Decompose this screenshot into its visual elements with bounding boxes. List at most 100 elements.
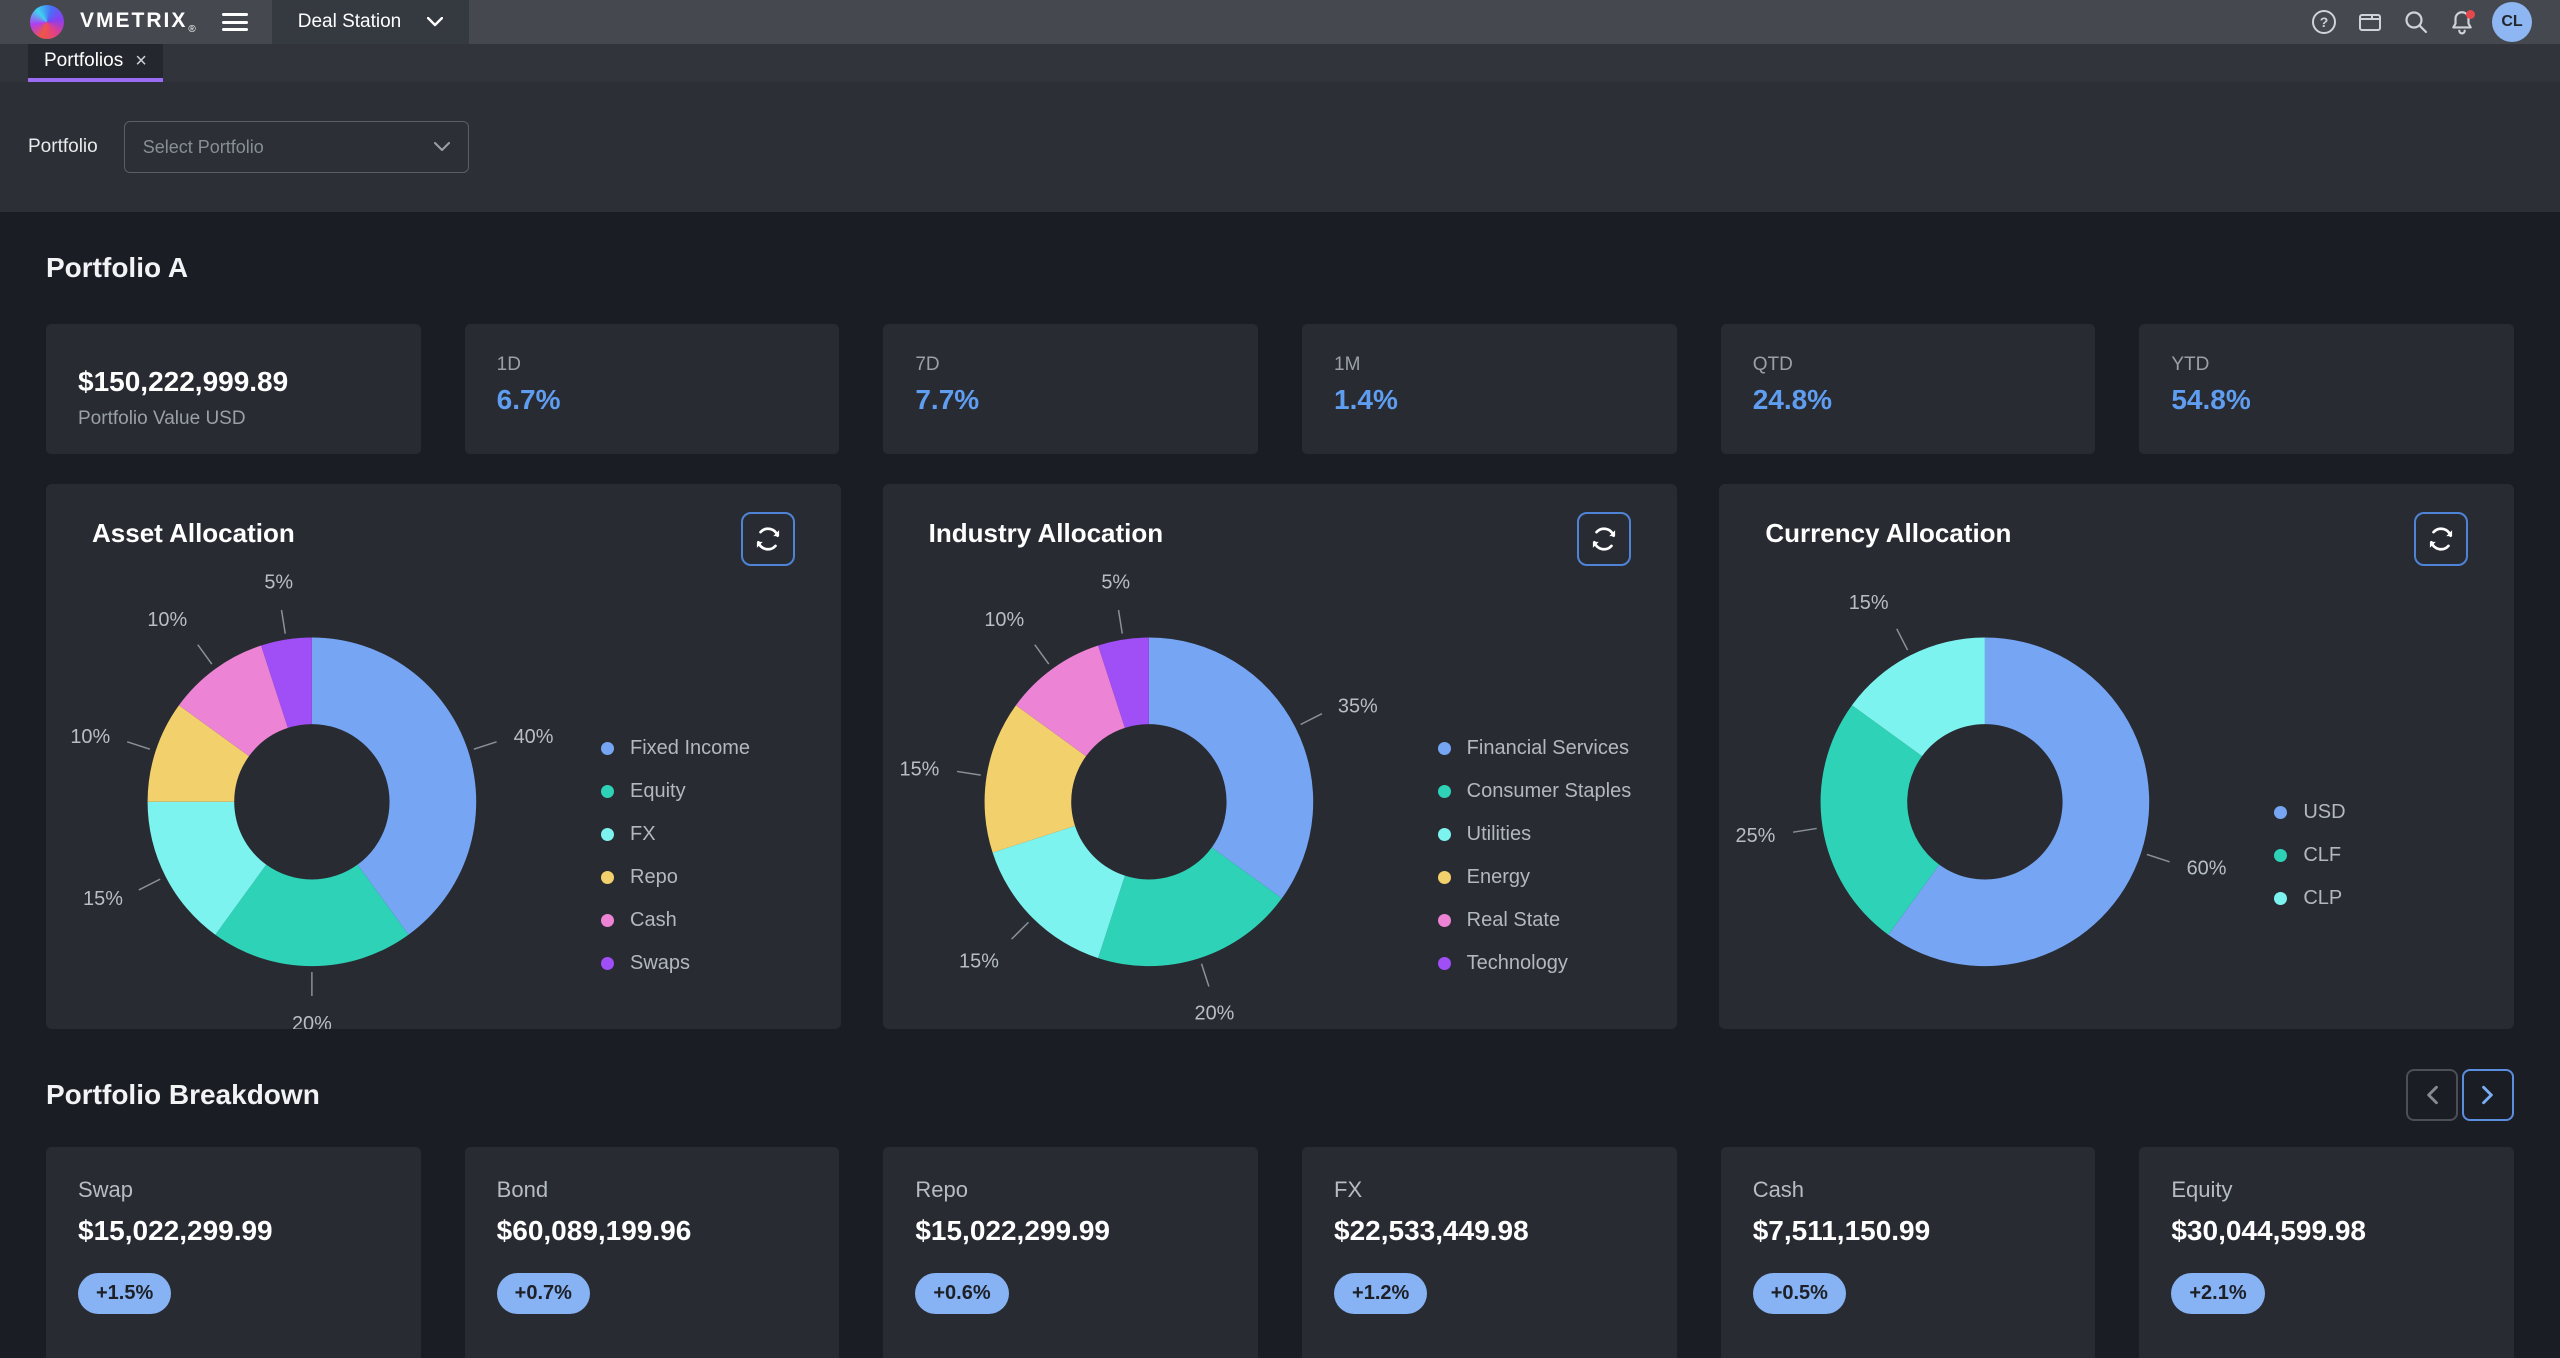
donut-slice-utilities[interactable] (992, 825, 1125, 959)
legend-item-technology[interactable]: Technology (1437, 950, 1632, 976)
legend-item-repo[interactable]: Repo (601, 864, 750, 890)
label-leader-line (1010, 921, 1029, 940)
legend-label: USD (2303, 801, 2346, 823)
menu-icon[interactable] (221, 13, 248, 31)
change-badge: +0.7% (496, 1273, 590, 1314)
legend-dot (601, 827, 614, 841)
legend-item-utilities[interactable]: Utilities (1437, 821, 1632, 847)
workspace-button[interactable] (2354, 6, 2386, 38)
return-label: 1M (1334, 354, 1361, 375)
slice-percentage-label: 10% (70, 726, 110, 748)
donut-slice-technology[interactable] (1097, 637, 1149, 728)
donut-slice-consumer-staples[interactable] (1097, 847, 1282, 967)
notifications-button[interactable] (2446, 6, 2478, 38)
legend-dot (2274, 849, 2288, 862)
label-leader-line (1033, 644, 1050, 665)
return-card-7d: 7D 7.7% (883, 324, 1259, 454)
legend-label: CLF (2303, 844, 2342, 866)
breakdown-card-equity: Equity $30,044,599.98 +2.1% (2139, 1147, 2515, 1358)
portfolio-value-card: $150,222,999.89 Portfolio Value USD (46, 324, 421, 454)
legend-item-cash[interactable]: Cash (601, 907, 750, 933)
donut-slice-clp[interactable] (1852, 637, 1986, 757)
legend-item-consumer-staples[interactable]: Consumer Staples (1437, 778, 1631, 804)
donut-slice-clf[interactable] (1820, 705, 1940, 935)
return-label: QTD (1752, 354, 1793, 375)
legend-item-fx[interactable]: FX (601, 821, 750, 847)
legend-label: Financial Services (1466, 736, 1629, 759)
registered-mark: ® (188, 23, 196, 35)
donut-slice-fixed-income[interactable] (311, 637, 477, 935)
portfolio-value-label: Portfolio Value USD (78, 408, 246, 429)
donut-slice-energy[interactable] (984, 705, 1086, 853)
change-badge: +2.1% (2171, 1273, 2265, 1314)
donut-slice-fx[interactable] (147, 801, 267, 935)
legend-dot (1437, 913, 1451, 927)
refresh-button[interactable] (1577, 512, 1632, 566)
legend-item-usd[interactable]: USD (2274, 800, 2346, 826)
legend-dot (1437, 827, 1451, 841)
currency-allocation-card: Currency Allocation 60% 25% 15% USD CLF CLP (1719, 484, 2515, 1029)
prev-page-button[interactable] (2406, 1069, 2458, 1121)
return-card-1m: 1M 1.4% (1302, 324, 1677, 454)
top-bar: VMETRIX® Deal Station ? (0, 0, 2560, 44)
donut-slice-repo[interactable] (147, 705, 250, 802)
instrument-name: Equity (2171, 1177, 2233, 1202)
donut-slice-financial-services[interactable] (1148, 637, 1313, 899)
asset-allocation-legend: Fixed Income Equity FX Repo Cash Swaps (601, 735, 750, 993)
chevron-down-icon (427, 17, 444, 27)
tab-portfolios[interactable]: Portfolios × (28, 44, 163, 82)
slice-percentage-label: 5% (264, 571, 293, 593)
portfolio-select-placeholder: Select Portfolio (142, 136, 264, 157)
industry-allocation-donut: 35% 20% 15% 15% 10% 5% (899, 571, 1377, 1024)
help-icon: ? (2312, 10, 2336, 34)
label-leader-line (280, 609, 286, 634)
help-button[interactable]: ? (2308, 6, 2340, 38)
avatar[interactable]: CL (2492, 2, 2532, 42)
svg-text:?: ? (2320, 14, 2329, 30)
search-button[interactable] (2400, 6, 2432, 38)
legend-item-equity[interactable]: Equity (601, 778, 750, 804)
return-label: 7D (915, 354, 940, 375)
instrument-name: Bond (496, 1177, 549, 1202)
donut-slice-swaps[interactable] (261, 637, 312, 728)
change-badge: +0.5% (1752, 1273, 1846, 1314)
breakdown-card-fx: FX $22,533,449.98 +1.2% (1302, 1147, 1677, 1358)
legend-item-clf[interactable]: CLF (2274, 843, 2345, 869)
instrument-name: FX (1334, 1177, 1363, 1202)
slice-percentage-label: 20% (1194, 1002, 1234, 1024)
return-card-ytd: YTD 54.8% (2139, 324, 2515, 454)
legend-item-real-state[interactable]: Real State (1437, 907, 1632, 933)
instrument-name: Repo (915, 1177, 968, 1202)
legend-label: Utilities (1466, 822, 1532, 845)
legend-dot (601, 956, 614, 970)
breakdown-card-cash: Cash $7,511,150.99 +0.5% (1720, 1147, 2096, 1358)
chart-title: Currency Allocation (1765, 518, 2012, 548)
legend-dot (2274, 806, 2288, 819)
donut-slice-cash[interactable] (178, 645, 288, 757)
donut-slice-real-state[interactable] (1015, 645, 1125, 757)
refresh-button[interactable] (740, 512, 795, 566)
brand-name: VMETRIX® (80, 9, 196, 35)
module-selector[interactable]: Deal Station (271, 0, 470, 44)
donut-slice-usd[interactable] (1888, 637, 2150, 967)
next-page-button[interactable] (2462, 1069, 2514, 1121)
donut-slice-equity[interactable] (215, 864, 409, 967)
return-value: 6.7% (496, 384, 561, 415)
avatar-initials: CL (2501, 13, 2523, 30)
topbar-spacer (469, 0, 2308, 44)
close-icon[interactable]: × (135, 50, 147, 72)
folder-icon (2359, 14, 2381, 31)
slice-percentage-label: 15% (959, 951, 999, 973)
legend-item-financial-services[interactable]: Financial Services (1437, 735, 1632, 761)
currency-allocation-donut: 60% 25% 15% (1736, 592, 2227, 967)
instrument-value: $22,533,449.98 (1334, 1215, 1529, 1246)
portfolio-select[interactable]: Select Portfolio (123, 121, 469, 173)
legend-item-energy[interactable]: Energy (1437, 864, 1632, 890)
legend-item-clp[interactable]: CLP (2274, 886, 2345, 912)
asset-allocation-donut: 40% 20% 15% 10% 10% 5% (70, 571, 553, 1029)
instrument-value: $15,022,299.99 (78, 1215, 273, 1246)
legend-item-fixed-income[interactable]: Fixed Income (601, 735, 750, 761)
legend-item-swaps[interactable]: Swaps (601, 950, 750, 976)
refresh-button[interactable] (2414, 512, 2469, 566)
legend-dot (601, 784, 614, 798)
